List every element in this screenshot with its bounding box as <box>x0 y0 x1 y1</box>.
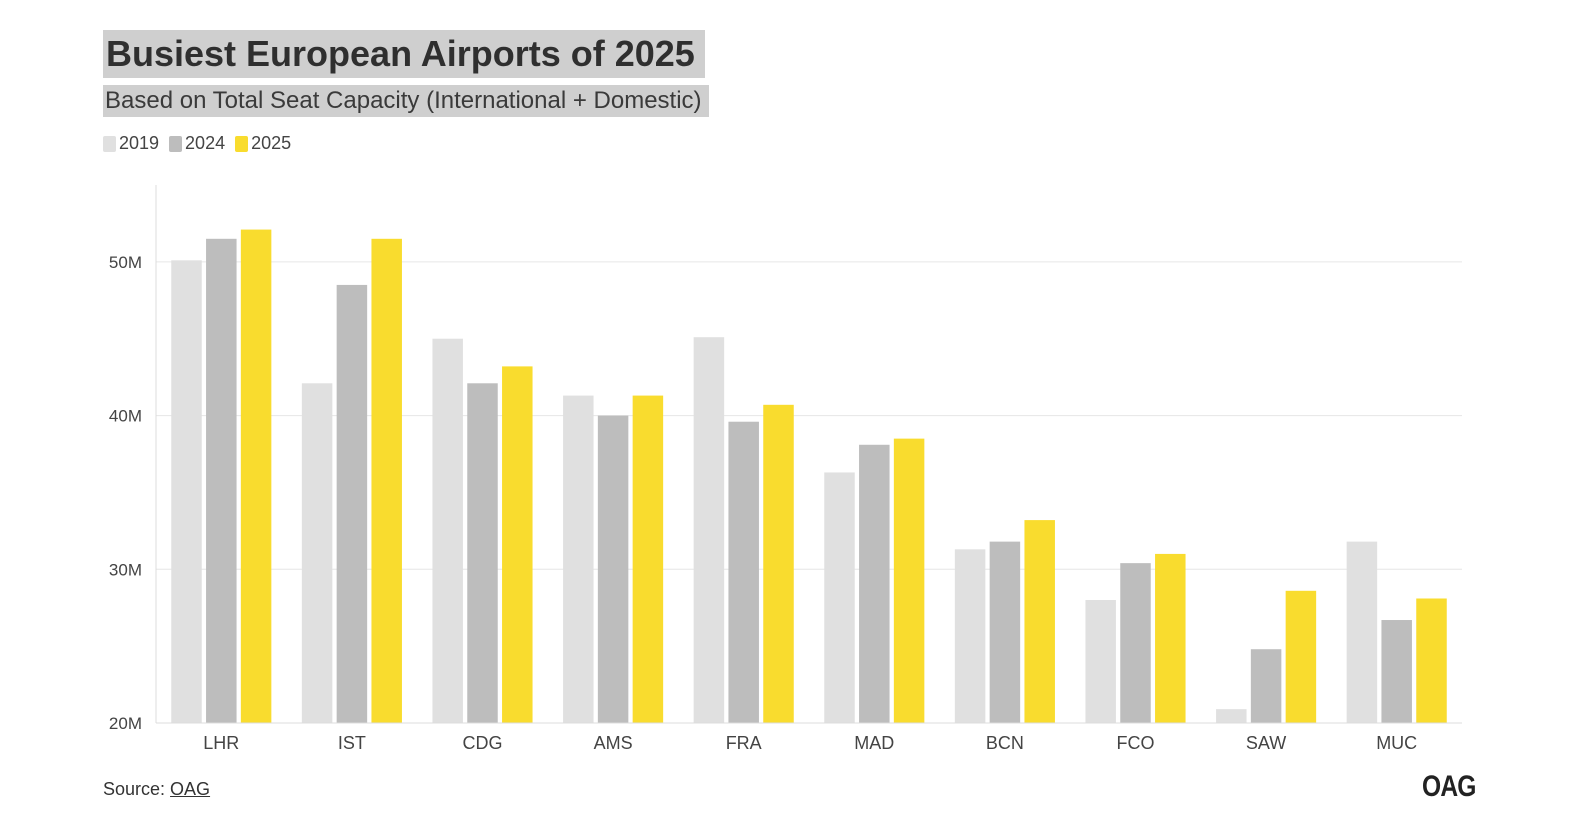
x-tick-label-LHR: LHR <box>203 733 239 753</box>
bar-AMS-2019 <box>563 395 594 723</box>
bar-CDG-2019 <box>432 338 463 723</box>
source-prefix: Source: <box>103 779 171 799</box>
bar-FCO-2025 <box>1155 553 1186 723</box>
bar-IST-2024 <box>336 284 368 723</box>
y-tick-label-20M: 20M <box>109 714 142 733</box>
x-tick-label-CDG: CDG <box>463 733 503 753</box>
bar-SAW-2019 <box>1216 709 1247 723</box>
source-link[interactable]: OAG <box>170 779 211 799</box>
bar-MUC-2019 <box>1346 541 1378 723</box>
bar-SAW-2025 <box>1285 590 1317 723</box>
bar-BCN-2019 <box>954 549 986 723</box>
legend-item-2019[interactable]: 2019 <box>103 133 159 154</box>
chart-title: Busiest European Airports of 2025 <box>103 30 705 78</box>
y-tick-label-30M: 30M <box>109 560 142 579</box>
bar-AMS-2024 <box>597 415 629 723</box>
legend-swatch-2025 <box>235 135 249 152</box>
bar-FCO-2019 <box>1085 600 1116 723</box>
bar-IST-2025 <box>371 238 402 724</box>
y-tick-label-50M: 50M <box>109 253 142 272</box>
bar-MUC-2024 <box>1381 620 1412 723</box>
x-tick-label-FRA: FRA <box>726 733 762 753</box>
bar-SAW-2024 <box>1250 649 1282 723</box>
bar-LHR-2019 <box>171 260 202 723</box>
x-tick-label-SAW: SAW <box>1246 733 1286 753</box>
bar-MUC-2025 <box>1416 598 1447 723</box>
bar-LHR-2024 <box>206 238 237 724</box>
x-tick-label-FCO: FCO <box>1117 733 1155 753</box>
bar-MAD-2019 <box>824 472 855 723</box>
bar-FRA-2019 <box>693 337 725 723</box>
legend-label-2025: 2025 <box>251 133 292 153</box>
bar-IST-2019 <box>301 383 333 723</box>
bar-BCN-2024 <box>989 541 1021 723</box>
bar-MAD-2024 <box>859 444 890 723</box>
bar-CDG-2024 <box>467 383 498 723</box>
x-tick-label-MAD: MAD <box>854 733 894 753</box>
bar-FCO-2024 <box>1120 563 1151 723</box>
legend-label-2019: 2019 <box>119 133 160 153</box>
x-tick-label-AMS: AMS <box>594 733 633 753</box>
bar-MAD-2025 <box>893 438 925 723</box>
legend-item-2025[interactable]: 2025 <box>235 133 291 154</box>
chart-subtitle: Based on Total Seat Capacity (Internatio… <box>103 85 709 117</box>
x-tick-label-MUC: MUC <box>1376 733 1417 753</box>
y-tick-label-40M: 40M <box>109 407 142 426</box>
legend-label-2024: 2024 <box>185 133 226 153</box>
legend: 2019 2024 2025 <box>103 133 301 154</box>
bar-BCN-2025 <box>1024 520 1055 723</box>
bar-FRA-2025 <box>763 404 794 723</box>
legend-item-2024[interactable]: 2024 <box>169 133 225 154</box>
legend-swatch-2024 <box>169 135 183 152</box>
x-tick-label-IST: IST <box>338 733 366 753</box>
bar-FRA-2024 <box>728 421 759 723</box>
source-note: Source: OAG <box>103 779 210 800</box>
bar-AMS-2025 <box>632 395 664 723</box>
oag-logo: OAG <box>1422 770 1476 803</box>
x-tick-label-BCN: BCN <box>986 733 1024 753</box>
bar-LHR-2025 <box>240 229 272 723</box>
bar-CDG-2025 <box>502 366 533 723</box>
legend-swatch-2019 <box>103 135 116 152</box>
